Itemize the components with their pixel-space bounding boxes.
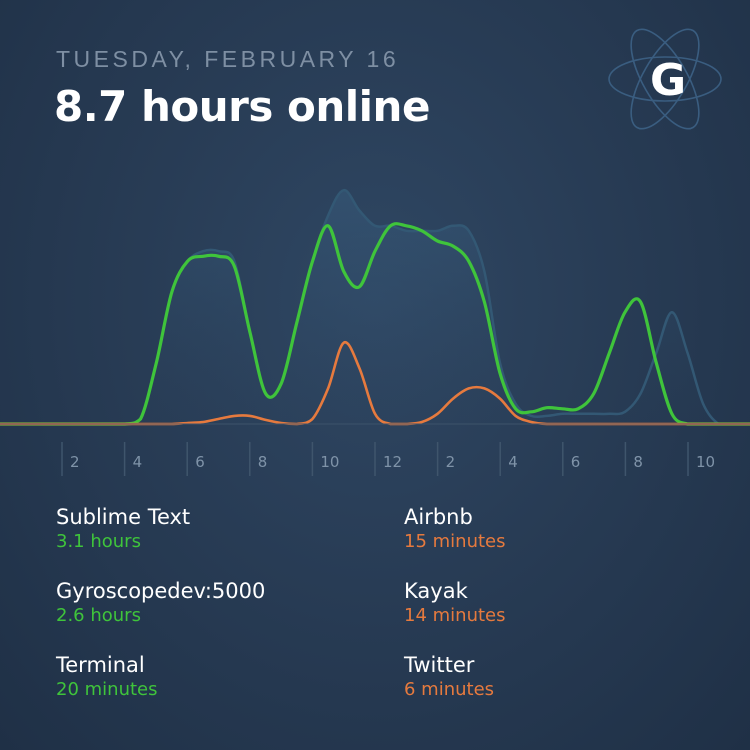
x-tick-label: 8 [633, 453, 643, 471]
total-activity-area [0, 190, 750, 424]
date-label: TUESDAY, FEBRUARY 16 [56, 46, 400, 72]
atom-icon: G [608, 28, 722, 130]
x-tick-label: 12 [383, 453, 402, 471]
stat-name: Terminal [56, 653, 145, 677]
x-tick-label: 4 [133, 453, 143, 471]
stat-value: 2.6 hours [56, 605, 141, 626]
stat-name: Twitter [404, 653, 475, 677]
logo-letter: G [650, 55, 686, 106]
hours-online-headline: 8.7 hours online [54, 82, 430, 131]
x-tick-label: 6 [571, 453, 581, 471]
stat-gyroscopedev: Gyroscopedev:5000 2.6 hours [56, 579, 265, 626]
stat-name: Sublime Text [56, 505, 191, 529]
stat-kayak: Kayak 14 minutes [404, 579, 506, 626]
x-tick-label: 10 [320, 453, 339, 471]
stat-sublime-text: Sublime Text 3.1 hours [56, 505, 190, 552]
productive-activity-line [0, 222, 750, 426]
stat-name: Airbnb [404, 505, 473, 529]
activity-chart: 2 4 6 8 10 12 2 4 6 8 10 [0, 188, 750, 476]
stat-airbnb: Airbnb 15 minutes [404, 505, 506, 552]
x-tick-label: 10 [696, 453, 715, 471]
x-tick-label: 2 [446, 453, 456, 471]
stat-value: 6 minutes [404, 679, 495, 700]
stat-value: 3.1 hours [56, 531, 141, 552]
stat-name: Gyroscopedev:5000 [56, 579, 266, 603]
stat-name: Kayak [404, 579, 468, 603]
x-tick-label: 6 [195, 453, 205, 471]
stat-value: 20 minutes [56, 679, 158, 700]
x-axis-ticks: 2 4 6 8 10 12 2 4 6 8 10 [61, 442, 715, 476]
stat-value: 14 minutes [404, 605, 506, 626]
x-tick-label: 8 [258, 453, 268, 471]
x-tick-label: 4 [508, 453, 518, 471]
stat-twitter: Twitter 6 minutes [404, 653, 494, 700]
stat-terminal: Terminal 20 minutes [56, 653, 158, 700]
x-tick-label: 2 [70, 453, 80, 471]
stat-value: 15 minutes [404, 531, 506, 552]
